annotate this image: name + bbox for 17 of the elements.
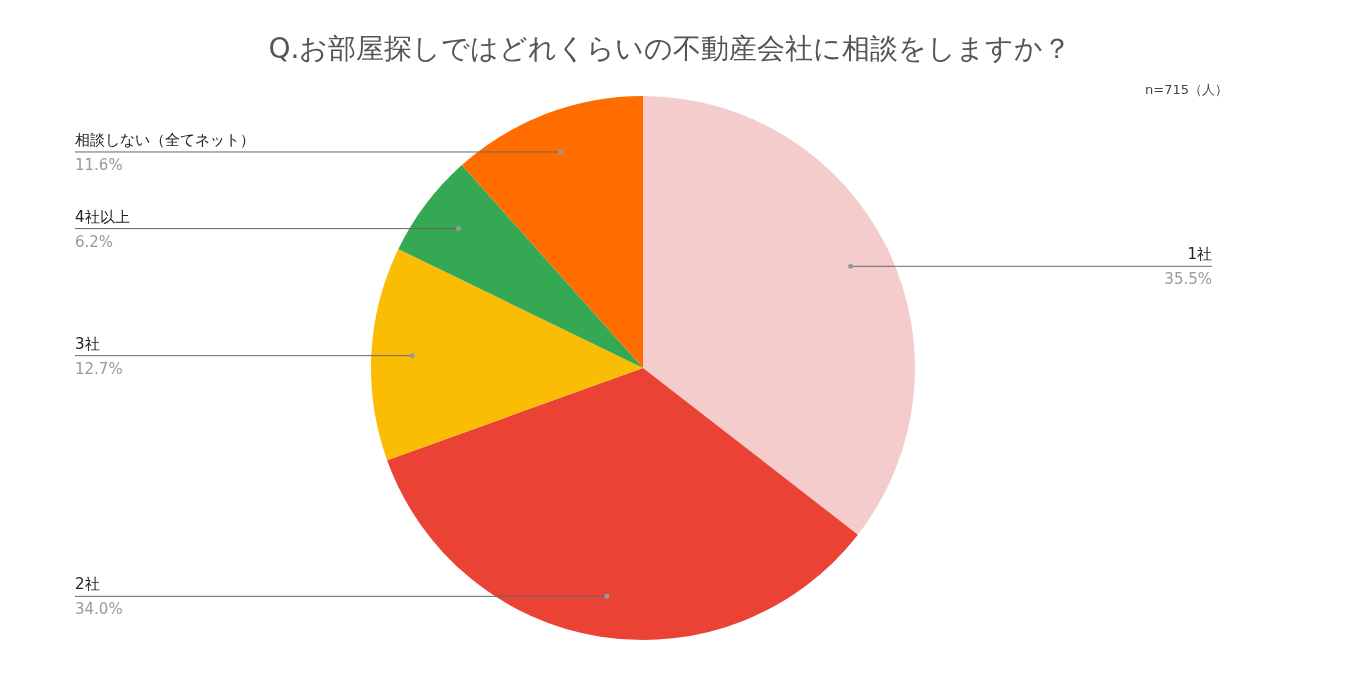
data-label: 34.0% (75, 600, 123, 619)
pie-slice (371, 249, 643, 461)
data-label: 6.2% (75, 232, 114, 251)
pie-slice (461, 96, 643, 368)
pie-slice (398, 165, 643, 368)
data-label: 11.6% (75, 155, 123, 174)
slice-label: 3社 (75, 334, 100, 353)
pie-slice (643, 96, 915, 535)
chart-title: Q.お部屋探しではどれくらいの不動産会社に相談をしますか？ (268, 32, 1072, 65)
data-label: 35.5% (1164, 270, 1212, 289)
slice-label: 4社以上 (75, 207, 130, 226)
pie-slice (387, 368, 858, 640)
text: n=715（人） (1145, 82, 1228, 97)
data-label: 12.7% (75, 359, 123, 378)
slice-label: 2社 (75, 575, 100, 594)
slice-label: 1社 (1187, 245, 1212, 264)
slice-label: 相談しない（全てネット） (75, 130, 255, 149)
